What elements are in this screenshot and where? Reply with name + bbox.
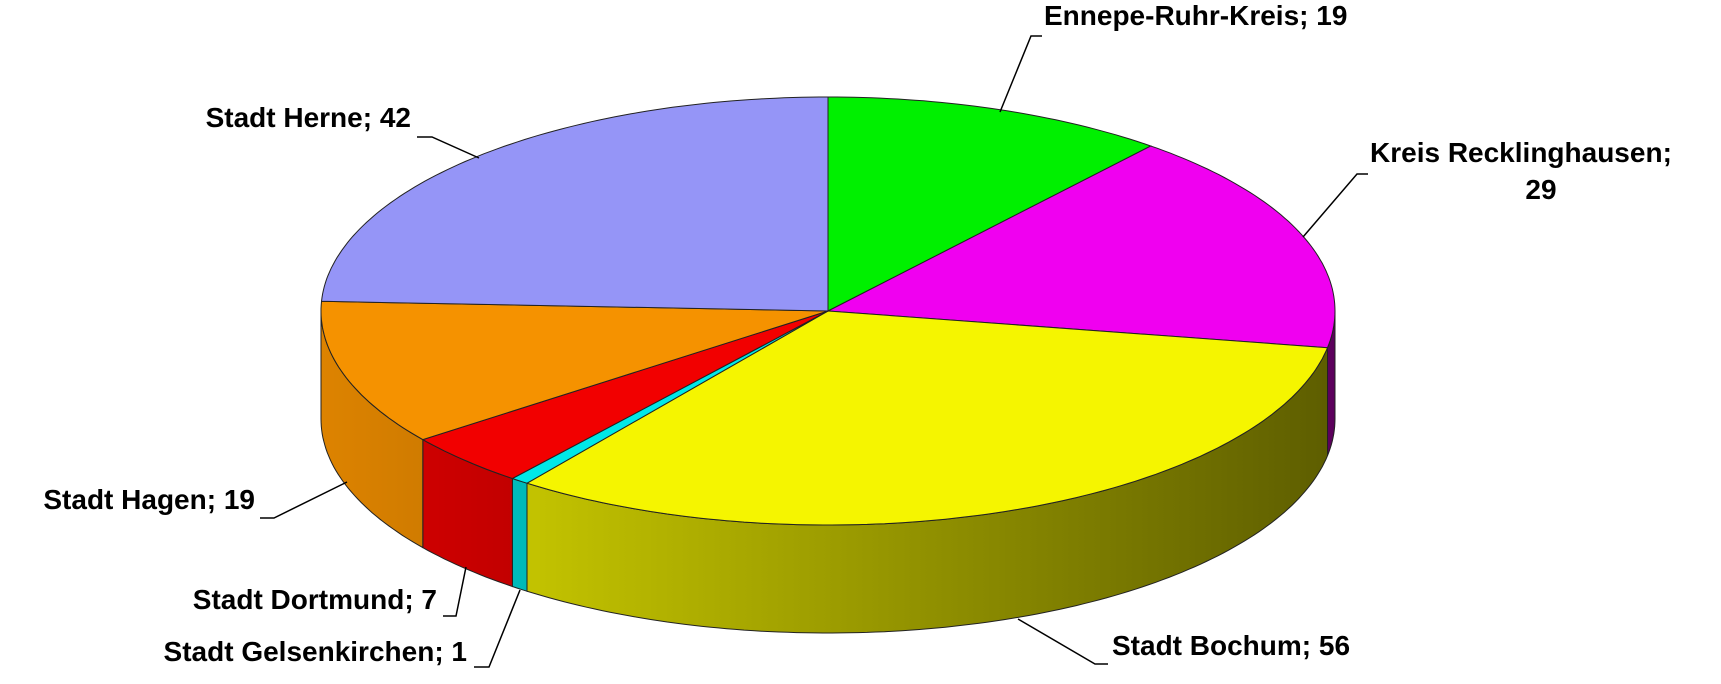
data-label: Kreis Recklinghausen; [1370,137,1672,168]
slice [525,310,1329,526]
data-label: Ennepe-Ruhr-Kreis; 19 [1044,0,1347,31]
label-value: 29 [1525,174,1556,205]
data-label: Stadt Gelsenkirchen; 1 [164,636,467,667]
label-value: 19 [1316,0,1347,31]
leader-line [1017,618,1108,665]
label-category: Stadt Gelsenkirchen [164,636,435,667]
leader-line [474,589,521,668]
data-label: Stadt Dortmund; 7 [193,584,437,615]
pie-top [320,96,1336,526]
label-separator: ; [363,102,380,133]
slice-side [511,477,528,592]
slice [421,310,829,480]
label-value: 7 [421,584,437,615]
label-separator: ; [404,584,421,615]
data-label: Stadt Hagen; 19 [43,484,255,515]
label-value: 1 [451,636,467,667]
label-separator: ; [434,636,451,667]
label-category: Stadt Herne [206,102,363,133]
label-separator: ; [1299,0,1316,31]
leader-line [417,136,480,159]
label-separator: ; [1302,630,1319,661]
leader-line [999,35,1042,113]
slice [827,96,1152,312]
label-category: Stadt Hagen [43,484,206,515]
leader-line [443,566,467,617]
slice [320,96,829,312]
data-label: Stadt Herne; 42 [206,102,411,133]
leader-line [1302,173,1368,238]
label-value: 19 [224,484,255,515]
label-category: Stadt Bochum [1112,630,1302,661]
leader-line [260,481,348,519]
data-label: Stadt Bochum; 56 [1112,630,1350,661]
data-labels: Ennepe-Ruhr-Kreis; 19 Kreis Recklinghause… [43,0,1672,668]
pie-sides [320,310,1336,634]
label-category: Kreis Recklinghausen [1370,137,1663,168]
label-separator: ; [1663,137,1672,168]
label-value: 56 [1319,630,1350,661]
label-category: Stadt Dortmund [193,584,405,615]
slice [320,300,829,441]
label-value: 42 [380,102,411,133]
label-separator: ; [207,484,224,515]
label-category: Ennepe-Ruhr-Kreis [1044,0,1299,31]
